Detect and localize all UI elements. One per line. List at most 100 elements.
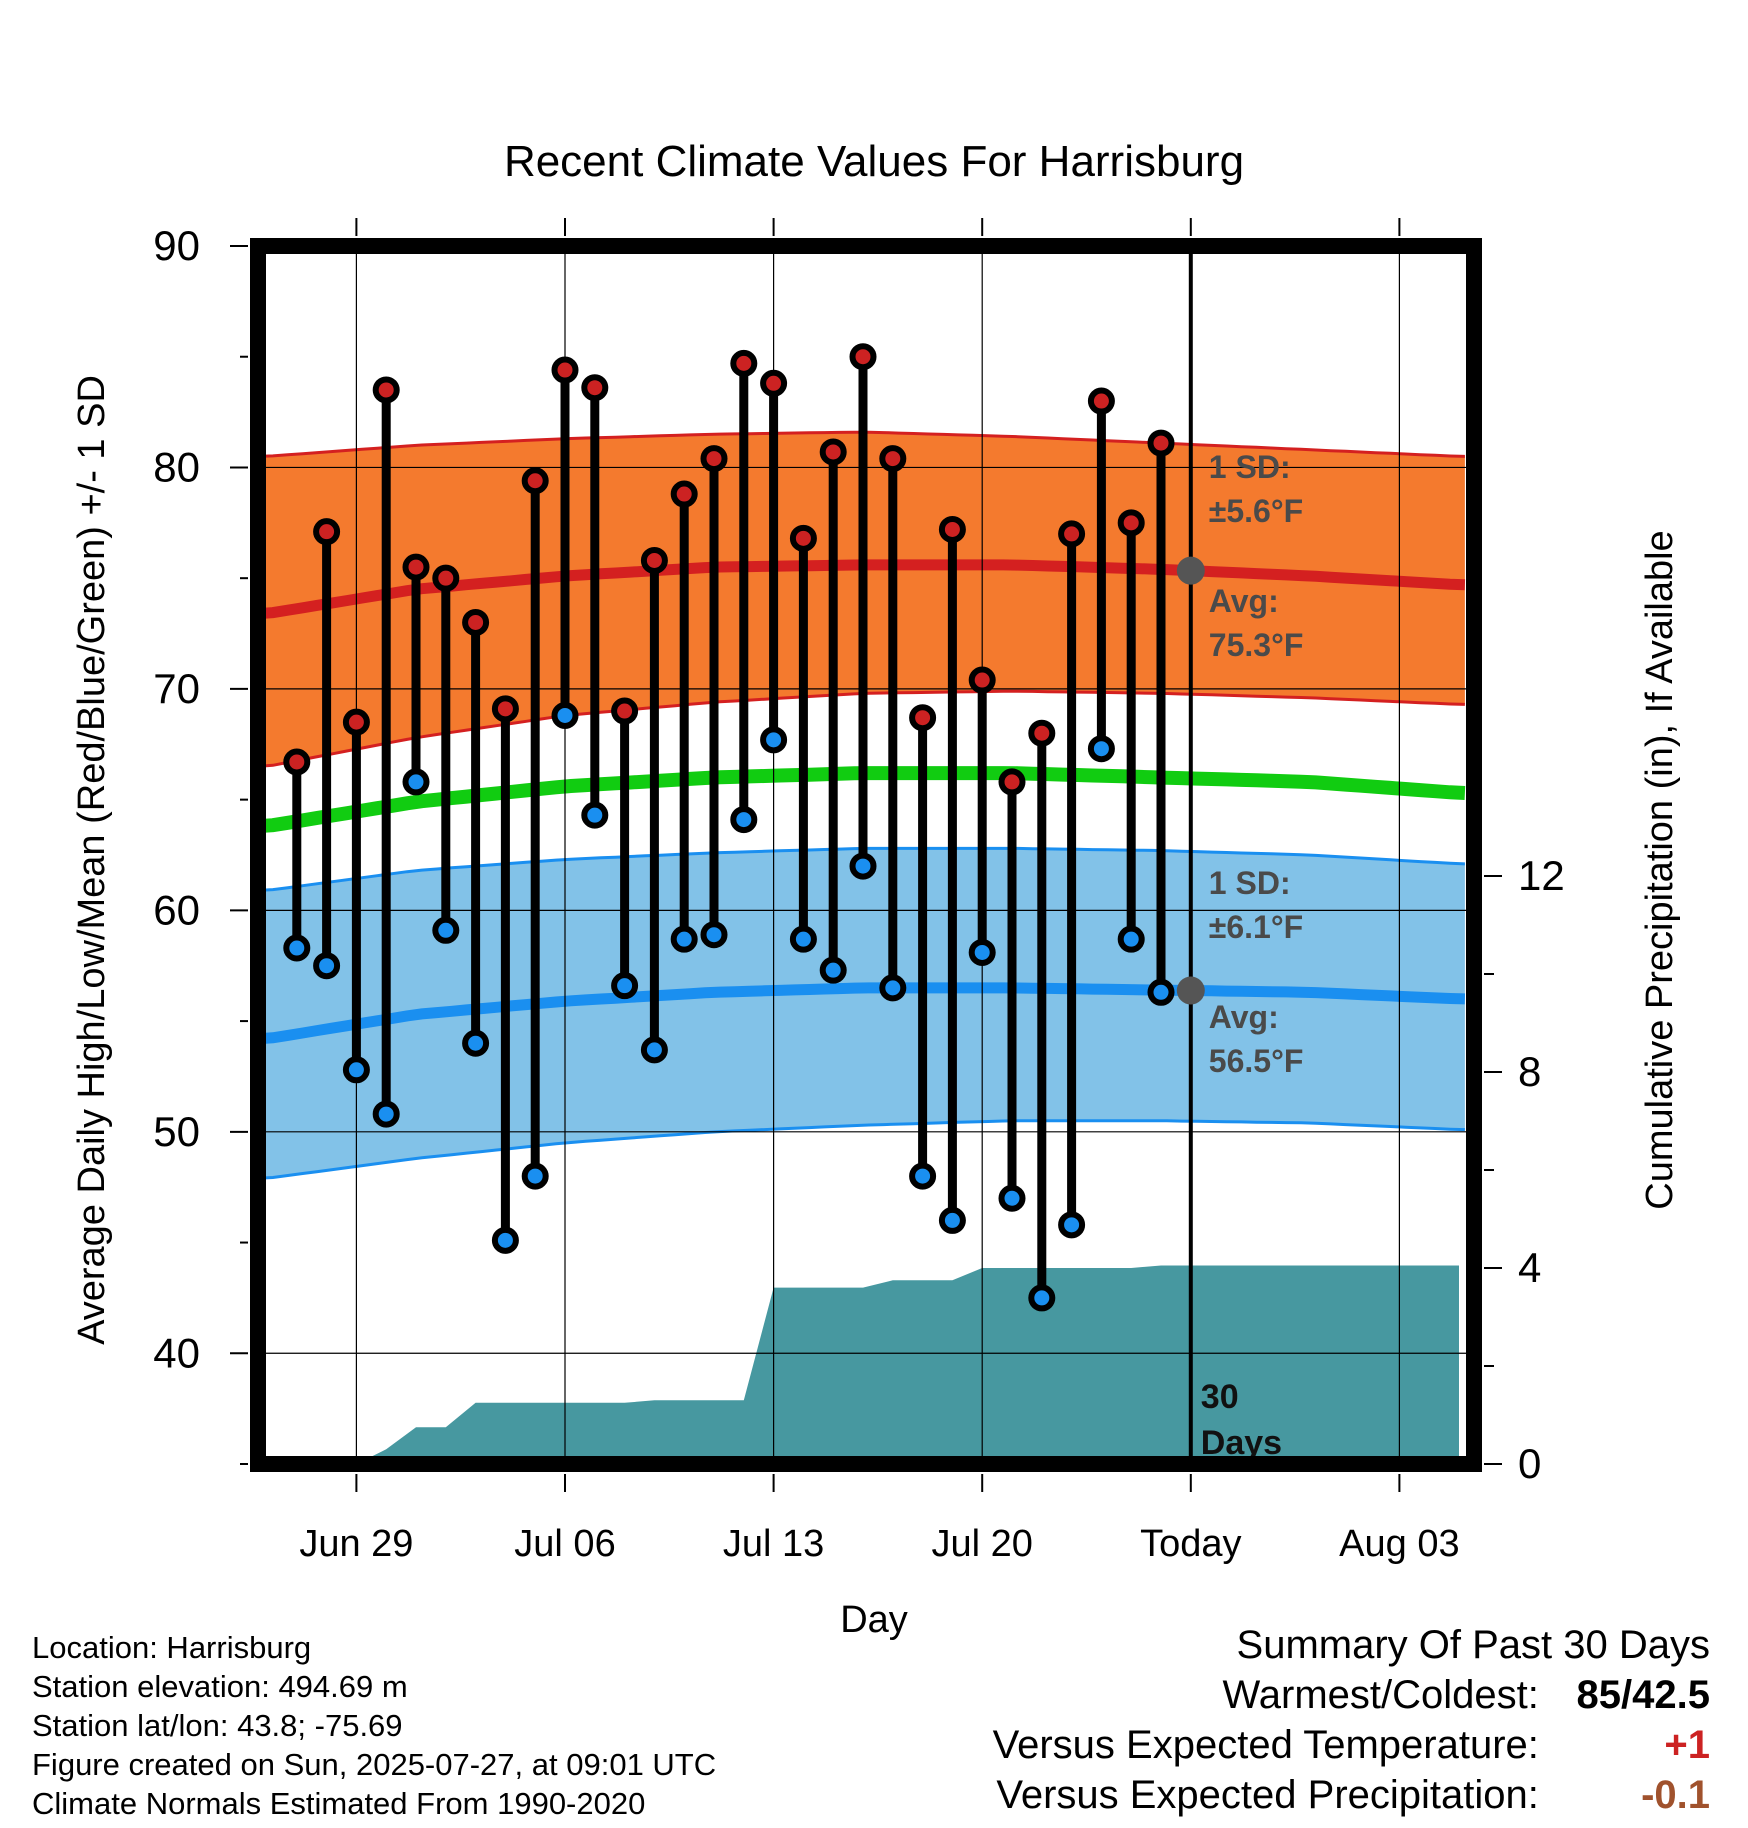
daily-low-point — [819, 956, 847, 984]
low-lower-line — [258, 1119, 1465, 1180]
daily-high-point — [909, 704, 937, 732]
low-sd-label: 1 SD: — [1209, 865, 1291, 901]
normals-text: Climate Normals Estimated From 1990-2020 — [32, 1786, 646, 1821]
y2-tick-label: 8 — [1518, 1048, 1541, 1095]
daily-low-point — [491, 1226, 519, 1254]
daily-low-point — [849, 852, 877, 880]
x-tick-label: Today — [1140, 1523, 1241, 1565]
daily-low-point — [462, 1029, 490, 1057]
daily-high-point — [581, 374, 609, 402]
daily-high-point — [1058, 520, 1086, 548]
daily-low-point — [789, 925, 817, 953]
y-axis-label: Average Daily High/Low/Mean (Red/Blue/Gr… — [71, 375, 113, 1345]
location-text: Location: Harrisburg — [32, 1630, 312, 1665]
daily-low-point — [581, 801, 609, 829]
daily-high-point — [1117, 509, 1145, 537]
daily-high-point — [1028, 719, 1056, 747]
high-avg-label: Avg: — [1209, 583, 1279, 619]
daily-low-point — [1058, 1211, 1086, 1239]
x-tick-label: Jul 13 — [723, 1523, 824, 1565]
daily-low-point — [372, 1100, 400, 1128]
x-tick-label: Jun 29 — [299, 1523, 413, 1565]
expected-temp-value: +1 — [1664, 1723, 1710, 1767]
expected-precip-label: Versus Expected Precipitation: — [996, 1773, 1539, 1817]
daily-high-point — [730, 349, 758, 377]
today-low-avg-marker — [1176, 976, 1205, 1005]
daily-high-point — [1147, 429, 1175, 457]
daily-high-point — [670, 480, 698, 508]
y2-axis-label: Cumulative Precipitation (in), If Availa… — [1639, 530, 1681, 1209]
expected-precip-row: Versus Expected Precipitation: -0.1 — [993, 1770, 1710, 1820]
daily-high-point — [402, 553, 430, 581]
expected-temp-row: Versus Expected Temperature: +1 — [993, 1720, 1710, 1770]
daily-low-point — [760, 726, 788, 754]
expected-precip-value: -0.1 — [1641, 1773, 1710, 1817]
y-tick-label: 40 — [153, 1329, 200, 1376]
daily-high-point — [879, 445, 907, 473]
y2-tick-label: 12 — [1518, 852, 1565, 899]
daily-low-point — [670, 925, 698, 953]
daily-low-point — [968, 938, 996, 966]
plot-area: 1 SD: ±5.6°F Avg: 75.3°F 1 SD: ±6.1°F Avg: 56.5… — [153, 218, 1565, 1565]
daily-low-point — [521, 1162, 549, 1190]
y2-tick-label: 4 — [1518, 1244, 1541, 1291]
low-avg-value: 56.5°F — [1209, 1043, 1304, 1079]
today-high-avg-marker — [1176, 556, 1205, 585]
window-label-days-text: Days — [1201, 1424, 1282, 1462]
low-avg-line — [258, 982, 1466, 1045]
daily-low-point — [611, 972, 639, 1000]
elevation-text: Station elevation: 494.69 m — [32, 1669, 408, 1704]
daily-low-point — [640, 1036, 668, 1064]
daily-low-point — [938, 1206, 966, 1234]
x-tick-label: Jul 06 — [514, 1523, 615, 1565]
high-avg-value: 75.3°F — [1209, 627, 1304, 663]
x-tick-label: Jul 20 — [931, 1523, 1032, 1565]
daily-high-point — [640, 546, 668, 574]
latlon-text: Station lat/lon: 43.8; -75.69 — [32, 1708, 403, 1743]
low-avg-label: Avg: — [1209, 999, 1279, 1035]
daily-high-point — [342, 708, 370, 736]
daily-high-point — [938, 515, 966, 543]
station-info: Location: Harrisburg Station elevation: … — [32, 1628, 716, 1823]
daily-low-point — [342, 1056, 370, 1084]
warmest-coldest-row: Warmest/Coldest: 85/42.5 — [993, 1670, 1711, 1720]
daily-high-point — [491, 695, 519, 723]
daily-high-point — [700, 445, 728, 473]
y-tick-label: 70 — [153, 665, 200, 712]
y-tick-label: 60 — [153, 886, 200, 933]
x-tick-label: Aug 03 — [1339, 1523, 1459, 1565]
daily-low-point — [1028, 1284, 1056, 1312]
daily-low-point — [432, 916, 460, 944]
created-text: Figure created on Sun, 2025-07-27, at 09… — [32, 1747, 717, 1782]
y-tick-label: 90 — [153, 222, 200, 269]
y-tick-label: 80 — [153, 443, 200, 490]
daily-high-point — [551, 356, 579, 384]
high-sd-value: ±5.6°F — [1209, 493, 1303, 529]
daily-low-point — [313, 952, 341, 980]
daily-low-point — [700, 921, 728, 949]
chart-title: Recent Climate Values For Harrisburg — [504, 137, 1244, 186]
warmest-coldest-label: Warmest/Coldest: — [1222, 1673, 1539, 1717]
daily-high-point — [998, 768, 1026, 796]
daily-high-point — [283, 748, 311, 776]
daily-high-point — [760, 369, 788, 397]
y2-tick-label: 0 — [1518, 1440, 1541, 1487]
daily-low-point — [1147, 978, 1175, 1006]
daily-high-point — [968, 666, 996, 694]
plot-content — [258, 246, 1474, 1464]
daily-low-point — [1087, 735, 1115, 763]
daily-low-point — [551, 701, 579, 729]
daily-low-point — [730, 806, 758, 834]
daily-high-point — [1087, 387, 1115, 415]
daily-low-point — [909, 1162, 937, 1190]
daily-high-point — [819, 438, 847, 466]
low-sd-value: ±6.1°F — [1209, 909, 1303, 945]
daily-high-point — [789, 524, 817, 552]
daily-low-point — [402, 768, 430, 796]
daily-high-point — [521, 467, 549, 495]
summary-panel: Summary Of Past 30 Days Warmest/Coldest:… — [993, 1620, 1710, 1820]
daily-high-point — [611, 697, 639, 725]
plot-frame — [250, 238, 1482, 1472]
daily-high-point — [313, 518, 341, 546]
